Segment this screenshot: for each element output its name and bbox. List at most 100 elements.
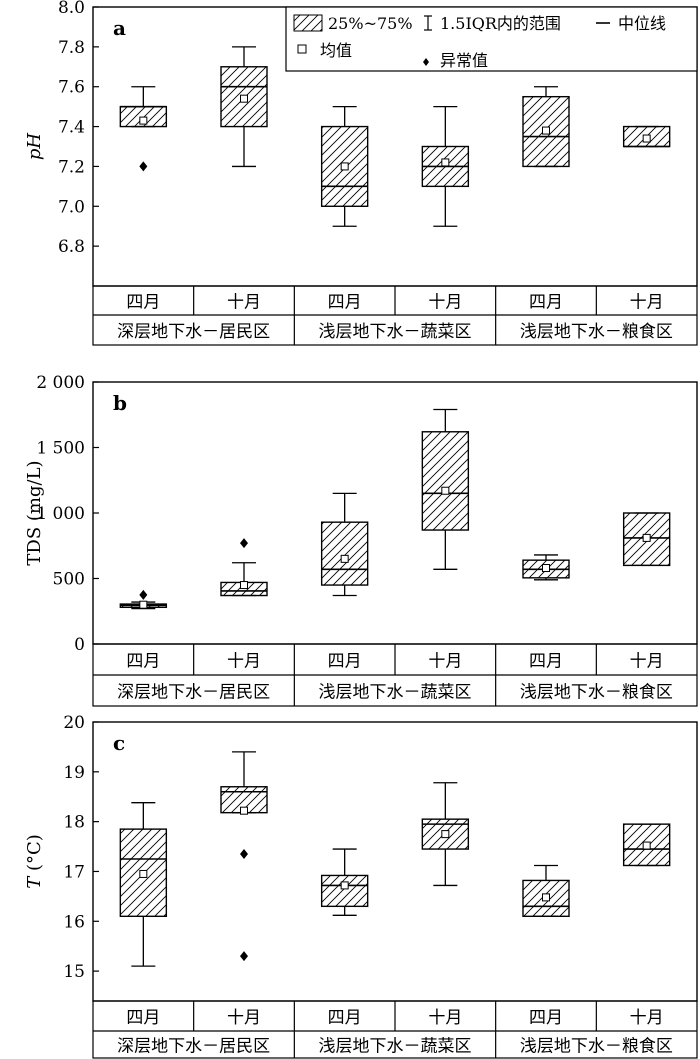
outlier-marker	[240, 951, 248, 962]
y-axis-title-unit: (°C)	[24, 834, 45, 877]
iqr-box	[421, 431, 470, 531]
mean-marker	[441, 830, 450, 839]
panel-label: b	[113, 391, 127, 415]
box-3	[320, 492, 369, 597]
group-label: 浅层地下水－蔬菜区	[319, 683, 472, 703]
mean-marker	[642, 134, 651, 143]
mean-marker	[441, 158, 450, 167]
category-label: 四月	[328, 1008, 362, 1028]
y-tick-label: 500	[53, 570, 85, 590]
y-axis-title: T (°C)	[24, 834, 45, 889]
legend-mean-swatch	[297, 44, 307, 54]
outlier-marker	[240, 538, 248, 549]
y-tick-label: 20	[63, 713, 85, 733]
iqr-box	[622, 823, 671, 867]
y-tick-label: 16	[63, 912, 85, 932]
mean-marker	[441, 486, 450, 495]
legend-median-label: 中位线	[618, 14, 666, 33]
mean-marker	[642, 841, 651, 850]
mean-marker	[340, 162, 349, 171]
category-label: 十月	[227, 652, 261, 672]
mean-marker	[340, 881, 349, 890]
category-label: 十月	[428, 293, 462, 313]
group-label: 深层地下水－居民区	[117, 1037, 270, 1057]
mean-marker	[642, 533, 651, 542]
category-label: 四月	[529, 293, 563, 313]
iqr-box	[320, 874, 369, 908]
box-6	[622, 823, 671, 867]
y-tick-label: 15	[63, 962, 85, 982]
panel-label: a	[113, 16, 126, 40]
mean-marker	[542, 126, 550, 135]
mean-marker	[542, 564, 550, 573]
y-tick-label: 19	[63, 763, 85, 783]
mean-marker	[139, 869, 148, 878]
box-6	[622, 125, 671, 148]
category-label: 四月	[529, 1008, 563, 1028]
y-axis-title: TDS (mg/L)	[24, 460, 45, 565]
group-label: 浅层地下水－蔬菜区	[319, 322, 472, 342]
category-label: 十月	[630, 293, 664, 313]
panel-a: 6.8 7.0 7.2 7.4 7.6 7.8 8.0 pH a 四月 十月 四月 十月 四月 十月深层地下…	[24, 0, 698, 346]
box-1	[119, 589, 168, 610]
box-4	[421, 408, 470, 570]
y-tick-label: 7.0	[58, 197, 85, 217]
box-1	[119, 86, 168, 172]
group-label: 浅层地下水－蔬菜区	[319, 1037, 472, 1057]
y-tick-label: 6.8	[58, 237, 85, 257]
category-label: 十月	[428, 652, 462, 672]
mean-marker	[139, 600, 148, 609]
y-tick-label: 7.6	[58, 78, 85, 98]
box-4	[421, 105, 470, 227]
mean-marker	[240, 581, 248, 590]
mean-marker	[139, 116, 148, 125]
y-tick-label: 8.0	[58, 0, 85, 18]
group-label: 深层地下水－居民区	[117, 322, 270, 342]
outlier-marker	[139, 161, 148, 172]
box-5	[522, 864, 570, 918]
box-6	[622, 512, 671, 567]
y-tick-label: 17	[63, 862, 85, 882]
y-tick-label: 7.2	[58, 157, 85, 177]
outlier-marker	[240, 849, 248, 860]
y-tick-label: 1 000	[36, 504, 85, 524]
group-label: 浅层地下水－粮食区	[520, 322, 673, 342]
legend-box-label: 25%~75%	[328, 14, 413, 33]
y-axis-title-symbol: T	[24, 875, 45, 889]
y-axis-title: pH	[24, 133, 45, 161]
legend-outlier-label: 异常值	[440, 51, 488, 70]
category-label: 四月	[328, 293, 362, 313]
group-label: 深层地下水－居民区	[117, 683, 270, 703]
box-5	[522, 86, 570, 168]
mean-marker	[340, 554, 349, 563]
panel-c: 15 16 17 18 19 20 T (°C) c 四月 十月 四月 十月 四月 十月深层地下水－居民区…	[24, 713, 698, 1059]
y-tick-label: 0	[74, 635, 85, 655]
box-2	[220, 46, 268, 168]
box-4	[421, 782, 470, 887]
category-label: 十月	[630, 652, 664, 672]
plot-frame	[92, 381, 698, 645]
legend-frame	[285, 6, 698, 72]
legend-mean-label: 均值	[320, 41, 352, 60]
category-label: 四月	[126, 293, 160, 313]
y-tick-label: 2 000	[36, 373, 85, 393]
legend-whisker-label: 1.5IQR内的范围	[440, 14, 561, 33]
category-label: 十月	[227, 1008, 261, 1028]
category-label: 四月	[126, 1008, 160, 1028]
box-1	[119, 802, 168, 967]
mean-marker	[542, 893, 550, 902]
iqr-box	[320, 521, 369, 586]
category-label: 十月	[428, 1008, 462, 1028]
category-label: 四月	[328, 652, 362, 672]
mean-marker	[240, 806, 248, 815]
box-2	[220, 751, 268, 962]
y-tick-label: 1 500	[36, 439, 85, 459]
panel-label: c	[113, 731, 125, 755]
group-label: 浅层地下水－粮食区	[520, 1037, 673, 1057]
legend-box-swatch	[293, 14, 323, 32]
y-tick-label: 18	[63, 813, 85, 833]
outlier-marker	[139, 589, 148, 600]
category-label: 四月	[126, 652, 160, 672]
